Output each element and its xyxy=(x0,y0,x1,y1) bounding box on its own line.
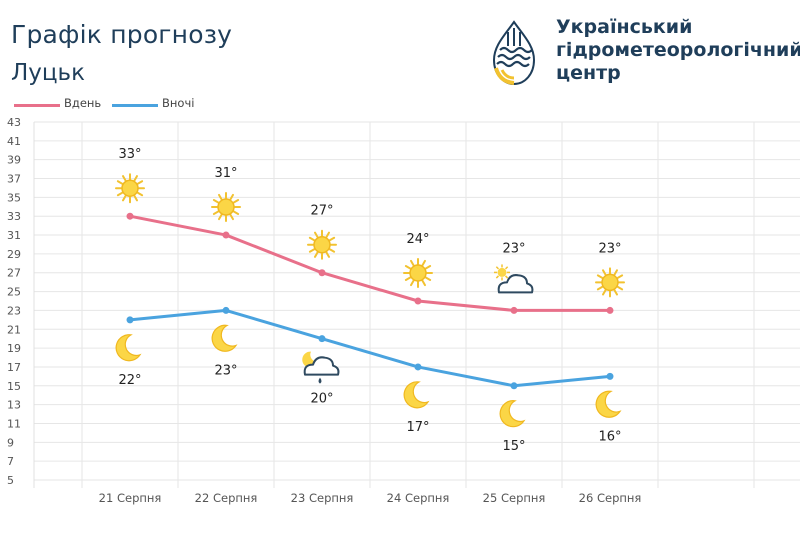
moon-icon xyxy=(115,334,142,362)
x-tick-label: 25 Серпня xyxy=(483,491,546,505)
y-tick-label: 27 xyxy=(7,267,21,280)
night-point xyxy=(606,372,614,380)
y-tick-label: 25 xyxy=(7,286,21,299)
day-temperature-label: 31° xyxy=(214,166,237,181)
night-point xyxy=(222,306,230,314)
moon-icon xyxy=(211,324,238,352)
y-tick-label: 15 xyxy=(7,380,21,393)
night-temperature-line xyxy=(129,308,611,388)
y-tick-label: 7 xyxy=(7,455,14,468)
y-tick-label: 19 xyxy=(7,342,21,355)
day-temperature-label: 27° xyxy=(310,204,333,219)
y-tick-label: 41 xyxy=(7,135,21,148)
day-temperature-label: 23° xyxy=(502,241,525,256)
moon-icon xyxy=(499,400,526,428)
night-point xyxy=(510,382,518,390)
night-temperature-label: 15° xyxy=(502,439,525,454)
moon-icon xyxy=(403,381,430,409)
night-point xyxy=(414,363,422,371)
day-point xyxy=(414,297,422,305)
y-tick-label: 23 xyxy=(7,304,21,317)
sun-icon xyxy=(307,229,337,260)
y-tick-label: 11 xyxy=(7,417,21,430)
city-name: Луцьк xyxy=(11,60,86,86)
night-temperature-label: 23° xyxy=(214,363,237,378)
day-point xyxy=(318,269,326,277)
x-tick-label: 22 Серпня xyxy=(195,491,258,505)
y-tick-label: 39 xyxy=(7,154,21,167)
day-point xyxy=(606,306,614,314)
day-point xyxy=(222,231,230,239)
x-tick-label: 24 Серпня xyxy=(387,491,450,505)
y-tick-label: 17 xyxy=(7,361,21,374)
night-temperature-label: 16° xyxy=(598,429,621,444)
x-tick-label: 23 Серпня xyxy=(291,491,354,505)
y-tick-label: 31 xyxy=(7,229,21,242)
y-tick-label: 37 xyxy=(7,173,21,186)
legend-label-day: Вдень xyxy=(64,96,102,110)
night-point xyxy=(126,316,134,324)
legend-swatch-day xyxy=(14,104,60,107)
y-tick-label: 29 xyxy=(7,248,21,261)
ukrhydromet-logo-icon xyxy=(492,20,536,86)
sun-icon xyxy=(595,267,625,298)
y-tick-label: 13 xyxy=(7,399,21,412)
legend-swatch-night xyxy=(112,104,158,107)
night-temperature-label: 22° xyxy=(118,373,141,388)
y-tick-label: 5 xyxy=(7,474,14,487)
day-temperature-label: 23° xyxy=(598,241,621,256)
day-point xyxy=(510,306,518,314)
chart-title: Графік прогнозу xyxy=(11,20,233,49)
legend-label-night: Вночі xyxy=(162,96,195,110)
y-tick-label: 35 xyxy=(7,191,21,204)
sun-icon xyxy=(115,173,145,204)
sun-icon xyxy=(403,258,433,288)
x-tick-label: 21 Серпня xyxy=(99,491,162,505)
organization-name: Український гідрометеорологічний центр xyxy=(556,16,800,84)
sun-icon xyxy=(211,192,241,223)
moon-icon xyxy=(595,390,622,418)
y-tick-label: 33 xyxy=(7,210,21,223)
day-point xyxy=(126,212,134,220)
x-tick-label: 26 Серпня xyxy=(579,491,642,505)
day-temperature-line xyxy=(129,214,610,312)
y-tick-label: 9 xyxy=(7,436,14,449)
y-tick-label: 21 xyxy=(7,323,21,336)
night-temperature-label: 17° xyxy=(406,420,429,435)
y-tick-label: 43 xyxy=(7,116,21,129)
cloud-sun-icon xyxy=(494,264,534,294)
night-temperature-label: 20° xyxy=(310,392,333,407)
day-temperature-label: 24° xyxy=(406,232,429,247)
night-point xyxy=(318,335,326,343)
day-temperature-label: 33° xyxy=(118,147,141,162)
cloud-rain-moon-icon xyxy=(302,351,340,384)
